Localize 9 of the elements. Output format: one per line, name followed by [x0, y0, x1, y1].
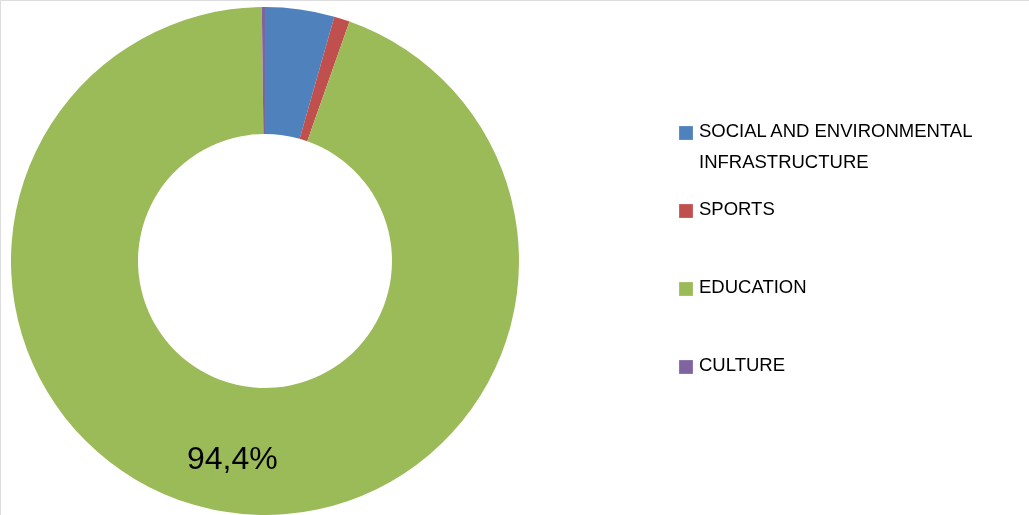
legend-label: SOCIAL AND ENVIRONMENTAL INFRASTRUCTURE	[699, 120, 973, 172]
donut-slice	[261, 7, 265, 135]
donut-slice	[299, 16, 350, 142]
donut-slice	[265, 7, 335, 139]
legend-label: CULTURE	[699, 354, 785, 375]
donut-slice	[11, 7, 519, 515]
legend-label: SPORTS	[699, 198, 775, 219]
legend-label: EDUCATION	[699, 276, 807, 297]
data-label: 94,4%	[187, 439, 278, 476]
